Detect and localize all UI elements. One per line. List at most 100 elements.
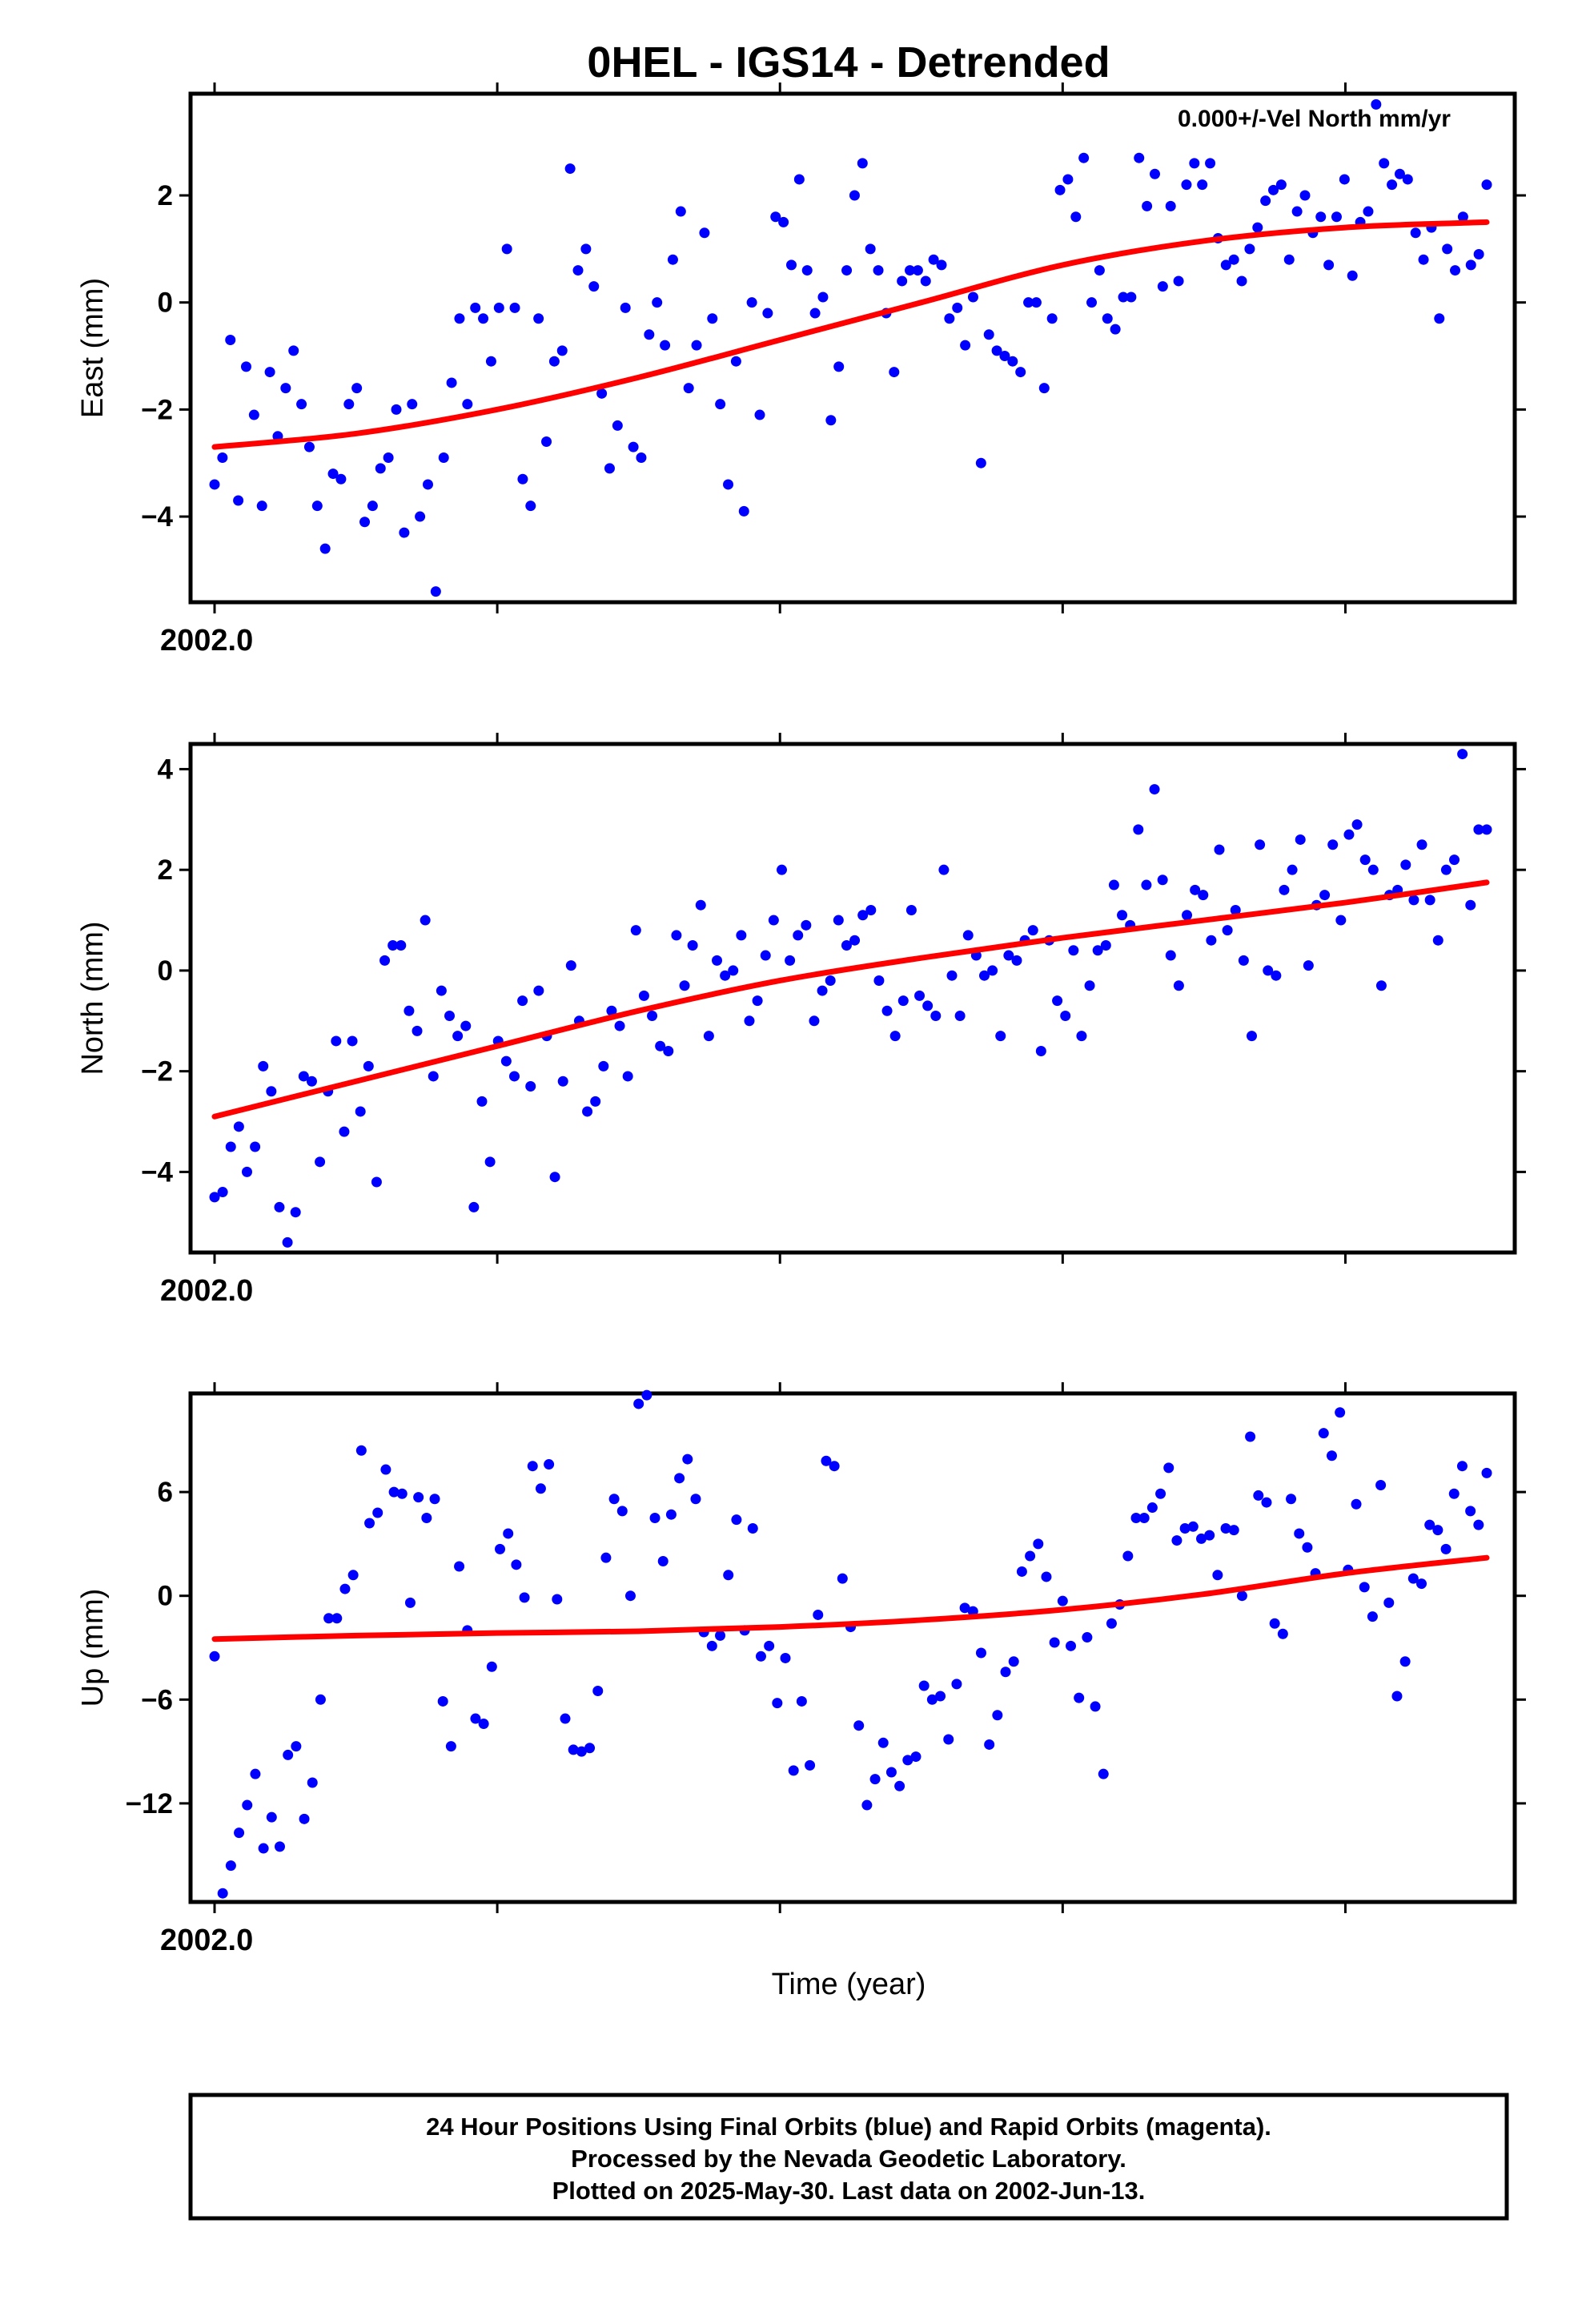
north-data-point [978, 970, 990, 981]
east-data-point [1149, 168, 1160, 179]
up-data-point [943, 1734, 954, 1745]
up-data-point [1399, 1656, 1411, 1667]
east-data-point [1339, 174, 1350, 185]
up-data-point [225, 1860, 236, 1872]
north-data-point [387, 939, 399, 951]
east-data-point [556, 345, 568, 356]
up-data-point [1082, 1632, 1093, 1643]
up-data-point [1473, 1519, 1484, 1530]
north-data-point [752, 995, 763, 1007]
up-data-point [242, 1799, 253, 1811]
east-data-point [691, 340, 702, 351]
up-data-point [274, 1841, 285, 1852]
east-data-point [1157, 281, 1168, 292]
y-tick-label: −4 [141, 501, 173, 533]
up-data-point [1261, 1497, 1272, 1508]
north-data-point [1327, 839, 1339, 850]
east-data-point [217, 452, 228, 464]
east-data-point [849, 190, 860, 201]
east-data-point [999, 351, 1010, 362]
east-data-point [430, 586, 441, 597]
up-data-point [388, 1486, 400, 1498]
east-data-point [652, 297, 663, 308]
north-data-point [1027, 925, 1038, 936]
east-data-point [407, 399, 418, 410]
east-data-point [936, 259, 947, 271]
east-data-point [367, 501, 378, 512]
north-data-point [1457, 749, 1468, 760]
east-data-point [1252, 222, 1263, 233]
up-data-point [1335, 1407, 1346, 1418]
up-data-point [429, 1494, 440, 1505]
up-data-point [951, 1679, 962, 1690]
north-data-point [476, 1096, 488, 1107]
east-data-point [375, 463, 386, 474]
footer-border [188, 2093, 1509, 2221]
east-panel: 2 0 −2 −4 2002.0 East (mm) 0.000+/-Vel North m… [76, 82, 1526, 657]
north-data-point [290, 1207, 301, 1218]
up-data-point [1448, 1488, 1460, 1499]
up-data-point [1066, 1640, 1077, 1651]
north-data-point [266, 1086, 277, 1097]
up-data-point [975, 1647, 986, 1659]
up-data-point [731, 1514, 742, 1526]
up-data-point [1106, 1618, 1117, 1629]
up-data-point [706, 1640, 717, 1651]
north-data-point [873, 975, 885, 986]
east-data-point [1038, 383, 1050, 394]
east-data-point [1371, 99, 1382, 110]
north-data-point [687, 939, 698, 951]
north-data-point [274, 1201, 285, 1212]
east-data-point [715, 399, 726, 410]
east-data-point [770, 211, 781, 223]
up-data-point [1171, 1535, 1182, 1546]
east-data-point [596, 388, 608, 399]
y-tick-label: 2 [158, 854, 173, 886]
north-data-point [1343, 829, 1355, 840]
up-data-point [861, 1799, 873, 1811]
north-data-point [1255, 839, 1266, 850]
east-data-point [1331, 211, 1342, 223]
up-data-point [747, 1522, 758, 1534]
north-data-point [484, 1156, 496, 1168]
east-data-point [517, 473, 528, 485]
east-data-point [897, 275, 908, 287]
east-data-point [644, 329, 655, 340]
east-data-point [730, 356, 741, 367]
y-tick-label: 0 [158, 955, 173, 987]
east-data-point [667, 254, 678, 265]
east-data-point [383, 452, 394, 464]
up-fit-line [211, 1554, 1490, 1642]
up-data-point [723, 1570, 734, 1581]
up-data-point [315, 1694, 326, 1705]
north-data-point [436, 985, 447, 996]
north-data-point [565, 960, 576, 971]
footer-box: 24 Hour Positions Using Final Orbits (bl… [188, 2093, 1509, 2221]
east-data-point [359, 517, 371, 528]
north-data-point [995, 1031, 1006, 1042]
up-data-point [1351, 1498, 1362, 1510]
north-data-point [914, 990, 926, 1001]
east-data-point [952, 302, 963, 313]
north-data-point [946, 970, 958, 981]
east-data-point [873, 265, 884, 276]
footer-line-1: 24 Hour Positions Using Final Orbits (bl… [426, 2113, 1271, 2141]
east-data-point [1268, 184, 1279, 195]
north-fit-line [211, 879, 1490, 1120]
up-data-point [552, 1594, 563, 1605]
y-tick-label: −12 [126, 1788, 173, 1819]
up-data-point [1074, 1692, 1085, 1703]
up-panel: 6 0 −6 −12 2002.0 Up (mm) [76, 1382, 1526, 1957]
east-data-point [1030, 297, 1042, 308]
up-data-point [780, 1652, 791, 1663]
up-data-point [902, 1755, 913, 1766]
north-data-point [525, 1081, 536, 1092]
north-data-point [630, 925, 641, 936]
up-data-point [404, 1597, 416, 1608]
east-data-point [303, 441, 315, 452]
y-tick-label: −6 [141, 1684, 173, 1715]
up-data-point [837, 1573, 848, 1584]
up-data-point [984, 1739, 995, 1750]
east-data-point [699, 227, 710, 239]
